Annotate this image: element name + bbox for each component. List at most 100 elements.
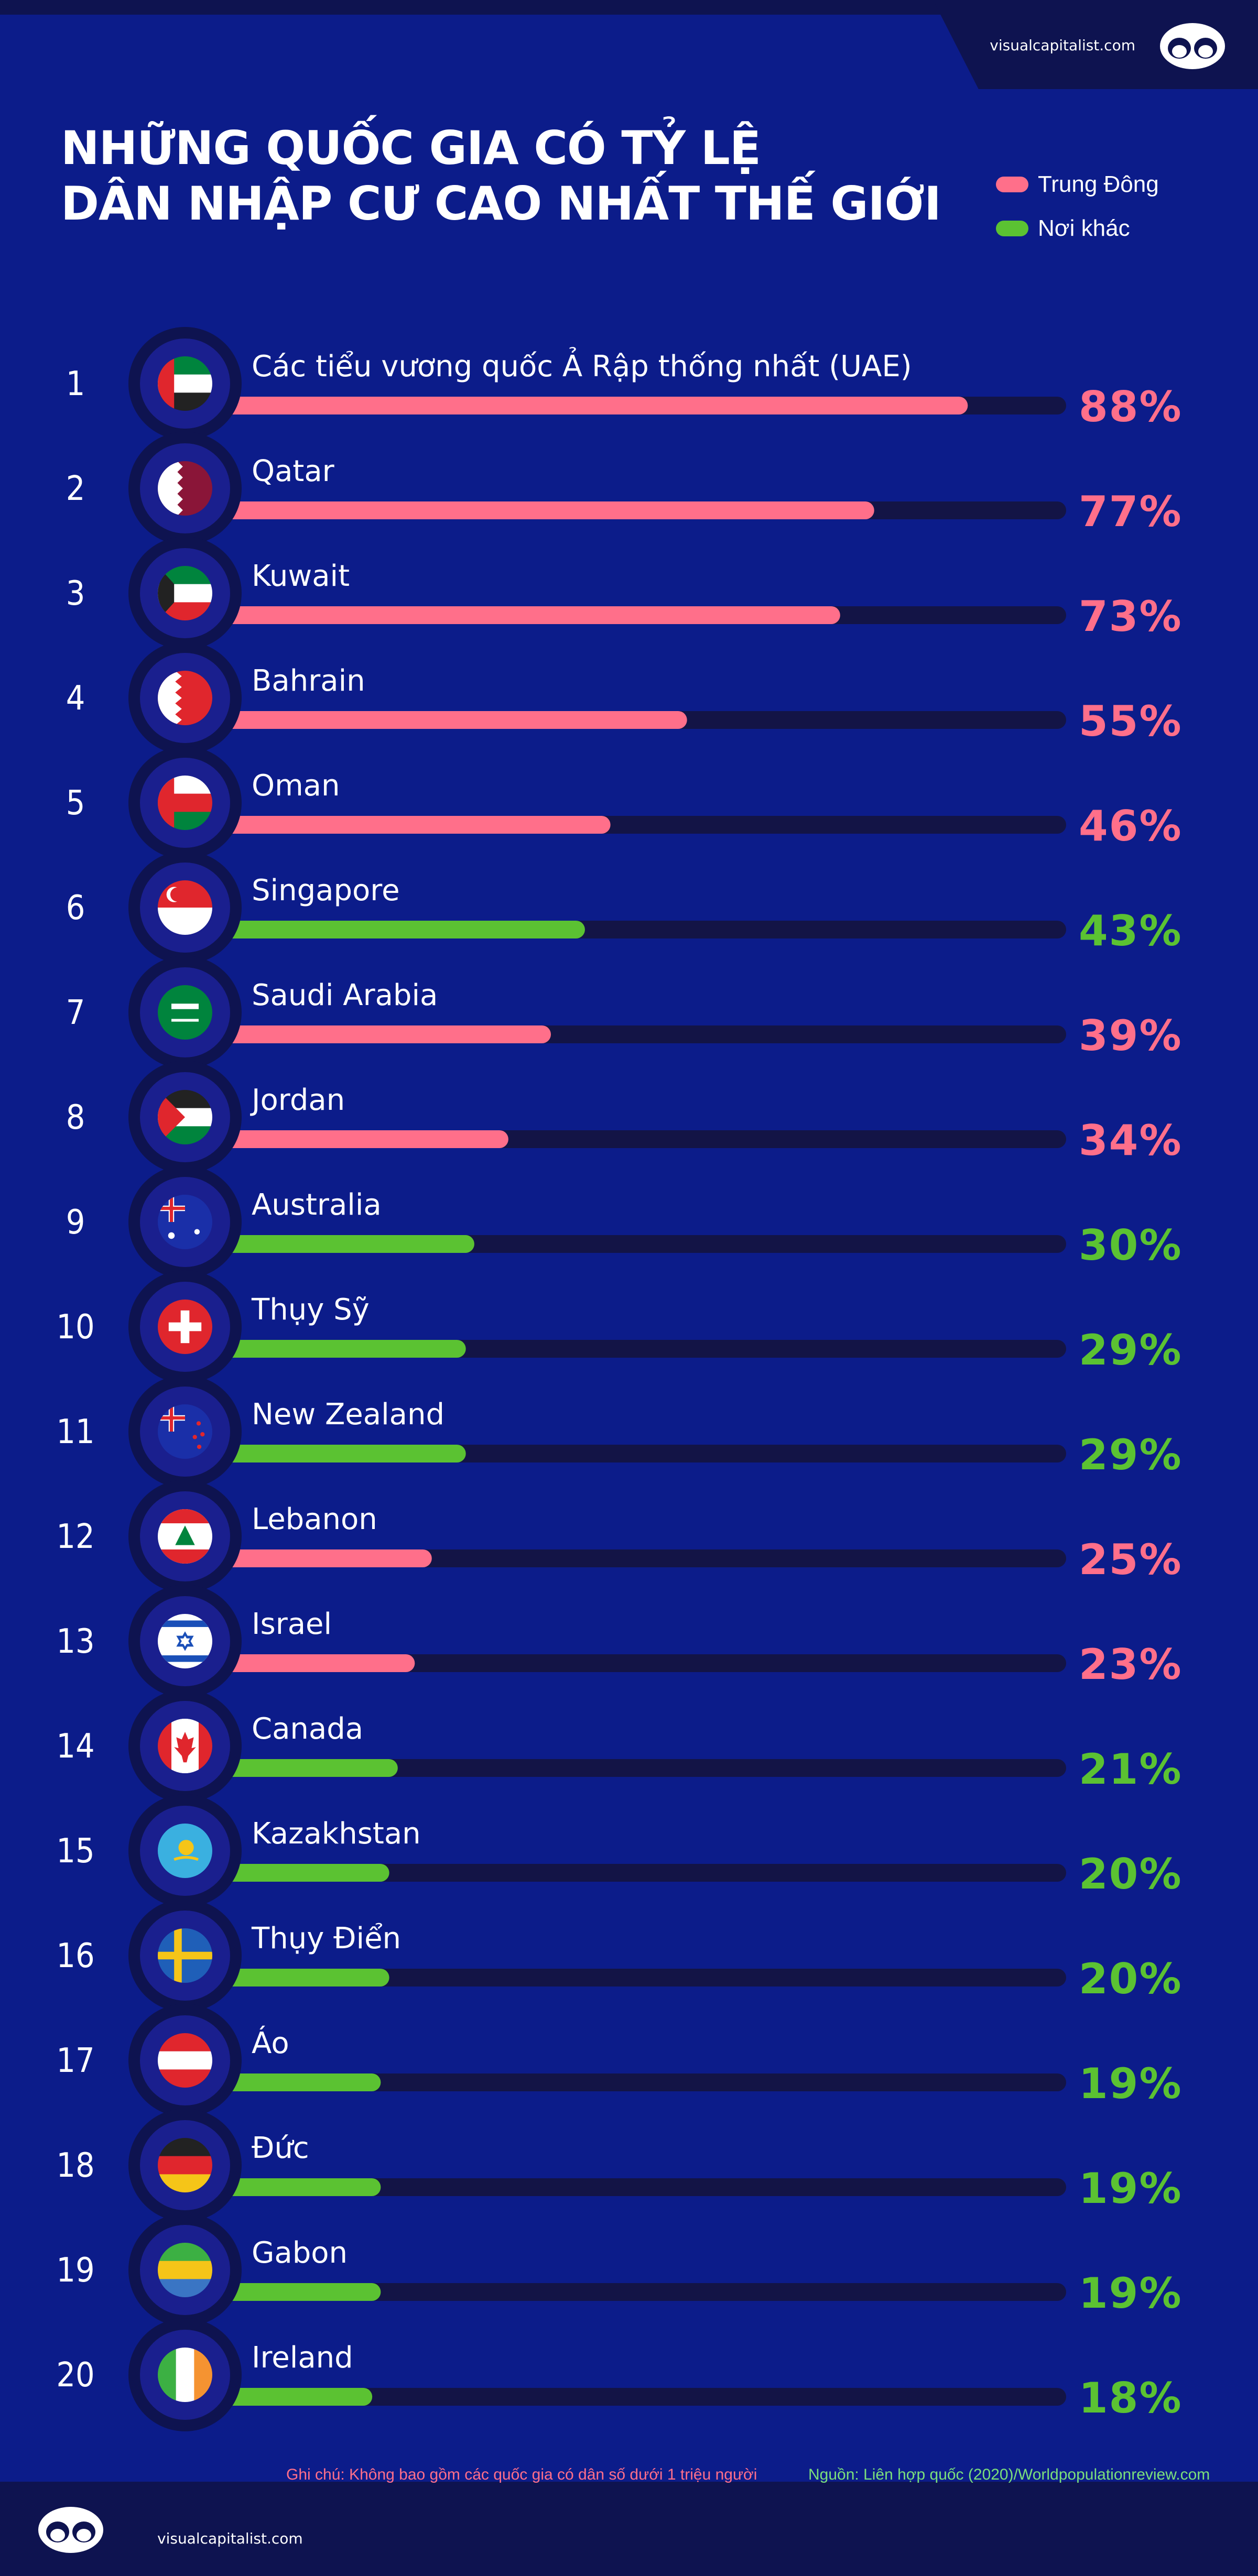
rank-label: 12 xyxy=(56,1518,94,1556)
value-label: 19% xyxy=(1079,2164,1182,2213)
legend: Trung Đông Nơi khác xyxy=(996,162,1159,250)
country-label: Ireland xyxy=(252,2341,353,2375)
chart-row: 7 Saudi Arabia 39% xyxy=(66,956,1182,1069)
chart-row: 3 Kuwait 73% xyxy=(66,537,1182,650)
kuwait-flag-icon xyxy=(158,566,212,620)
bar xyxy=(219,711,687,729)
value-label: 55% xyxy=(1079,697,1182,746)
chart-row: 20 Ireland 18% xyxy=(56,2318,1181,2431)
rank-label: 9 xyxy=(66,1203,85,1242)
israel-flag-icon xyxy=(158,1614,212,1668)
footer-note: Ghi chú: Không bao gồm các quốc gia có d… xyxy=(286,2466,757,2483)
chart-row: 14 Canada 21% xyxy=(56,1689,1182,1803)
rank-label: 18 xyxy=(56,2146,94,2185)
visual-capitalist-logo-bottom-icon[interactable] xyxy=(37,2501,105,2555)
rank-label: 1 xyxy=(66,365,85,403)
chart-row: 15 Kazakhstan 20% xyxy=(56,1794,1181,1907)
rank-label: 2 xyxy=(66,470,85,508)
value-label: 21% xyxy=(1079,1745,1182,1794)
bar xyxy=(219,816,611,834)
country-label: Australia xyxy=(252,1188,382,1222)
legend-label-middle-east: Trung Đông xyxy=(1038,171,1159,197)
brand-site-top[interactable]: visualcapitalist.com xyxy=(990,37,1135,54)
country-label: Kuwait xyxy=(252,559,350,593)
country-label: Saudi Arabia xyxy=(252,978,438,1012)
value-label: 73% xyxy=(1079,592,1182,641)
bar xyxy=(219,921,585,938)
bar xyxy=(219,501,874,519)
country-label: Thụy Sỹ xyxy=(251,1293,370,1327)
chart-row: 11 New Zealand 29% xyxy=(56,1375,1182,1488)
value-label: 29% xyxy=(1079,1431,1182,1479)
bahrain-flag-icon xyxy=(158,671,212,725)
oman-flag-icon xyxy=(158,776,212,830)
country-label: Các tiểu vương quốc Ả Rập thống nhất (UA… xyxy=(252,347,912,384)
bar xyxy=(219,1025,551,1043)
rank-label: 6 xyxy=(66,889,85,927)
bar-track xyxy=(219,1654,1066,1672)
legend-item-elsewhere: Nơi khác xyxy=(996,206,1159,250)
value-label: 23% xyxy=(1079,1640,1182,1689)
value-label: 88% xyxy=(1079,383,1182,431)
lebanon-flag-icon xyxy=(158,1509,212,1564)
rank-label: 10 xyxy=(56,1308,94,1347)
canada-flag-icon xyxy=(158,1719,212,1773)
chart-row: 6 Singapore 43% xyxy=(66,851,1181,964)
bar-track xyxy=(219,2073,1066,2091)
ireland-flag-icon xyxy=(158,2348,212,2402)
country-label: Áo xyxy=(252,2026,289,2060)
rank-label: 8 xyxy=(66,1098,85,1137)
brand-site-bottom[interactable]: visualcapitalist.com xyxy=(157,2530,303,2547)
chart-row: 17 Áo 19% xyxy=(56,2004,1181,2117)
bar xyxy=(219,2283,381,2301)
country-label: Thụy Điển xyxy=(251,1922,401,1956)
uae-flag-icon xyxy=(158,356,212,411)
country-label: New Zealand xyxy=(252,1398,444,1432)
bar xyxy=(219,397,968,414)
bar-track xyxy=(219,1864,1066,1882)
country-label: Canada xyxy=(252,1712,363,1746)
chart-row: 2 Qatar 77% xyxy=(66,432,1182,545)
austria-flag-icon xyxy=(158,2033,212,2088)
rank-label: 7 xyxy=(66,994,85,1032)
chart-row: 8 Jordan 34% xyxy=(66,1061,1181,1174)
rank-label: 17 xyxy=(56,2042,94,2080)
legend-swatch-elsewhere xyxy=(996,221,1028,236)
country-label: Singapore xyxy=(252,874,400,908)
singapore-flag-icon xyxy=(158,880,212,935)
chart-row: 4 Bahrain 55% xyxy=(66,641,1182,755)
country-label: Đức xyxy=(252,2131,309,2165)
new-zealand-flag-icon xyxy=(158,1404,212,1459)
country-label: Oman xyxy=(252,769,340,803)
value-label: 29% xyxy=(1079,1326,1182,1374)
visual-capitalist-logo-icon[interactable] xyxy=(1158,17,1227,71)
value-label: 46% xyxy=(1079,802,1182,850)
legend-swatch-middle-east xyxy=(996,177,1028,192)
value-label: 25% xyxy=(1079,1535,1182,1584)
country-label: Jordan xyxy=(250,1083,345,1117)
legend-item-middle-east: Trung Đông xyxy=(996,162,1159,206)
title-line-2: DÂN NHẬP CƯ CAO NHẤT THẾ GIỚI xyxy=(61,177,941,231)
bar xyxy=(219,2388,373,2406)
chart-row: 1 Các tiểu vương quốc Ả Rập thống nhất (U… xyxy=(66,327,1182,440)
australia-flag-icon xyxy=(158,1195,212,1249)
saudi-arabia-flag-icon xyxy=(158,985,212,1040)
bar xyxy=(219,1864,389,1882)
chart-row: 16 Thụy Điển 20% xyxy=(56,1899,1181,2012)
bar xyxy=(219,2178,381,2196)
chart-row: 12 Lebanon 25% xyxy=(56,1480,1182,1593)
chart-row: 18 Đức 19% xyxy=(56,2109,1182,2222)
chart-row: 5 Oman 46% xyxy=(66,746,1182,859)
value-label: 77% xyxy=(1079,487,1182,536)
bar xyxy=(219,1969,389,1986)
chart-row: 13 Israel 23% xyxy=(56,1585,1182,1698)
bar-track xyxy=(219,1549,1066,1567)
bar-track xyxy=(219,2178,1066,2196)
bar-track xyxy=(219,2283,1066,2301)
bar-track xyxy=(219,1759,1066,1777)
country-label: Israel xyxy=(252,1607,332,1641)
country-label: Bahrain xyxy=(252,664,365,698)
value-label: 39% xyxy=(1079,1011,1182,1060)
bar xyxy=(219,1759,398,1777)
